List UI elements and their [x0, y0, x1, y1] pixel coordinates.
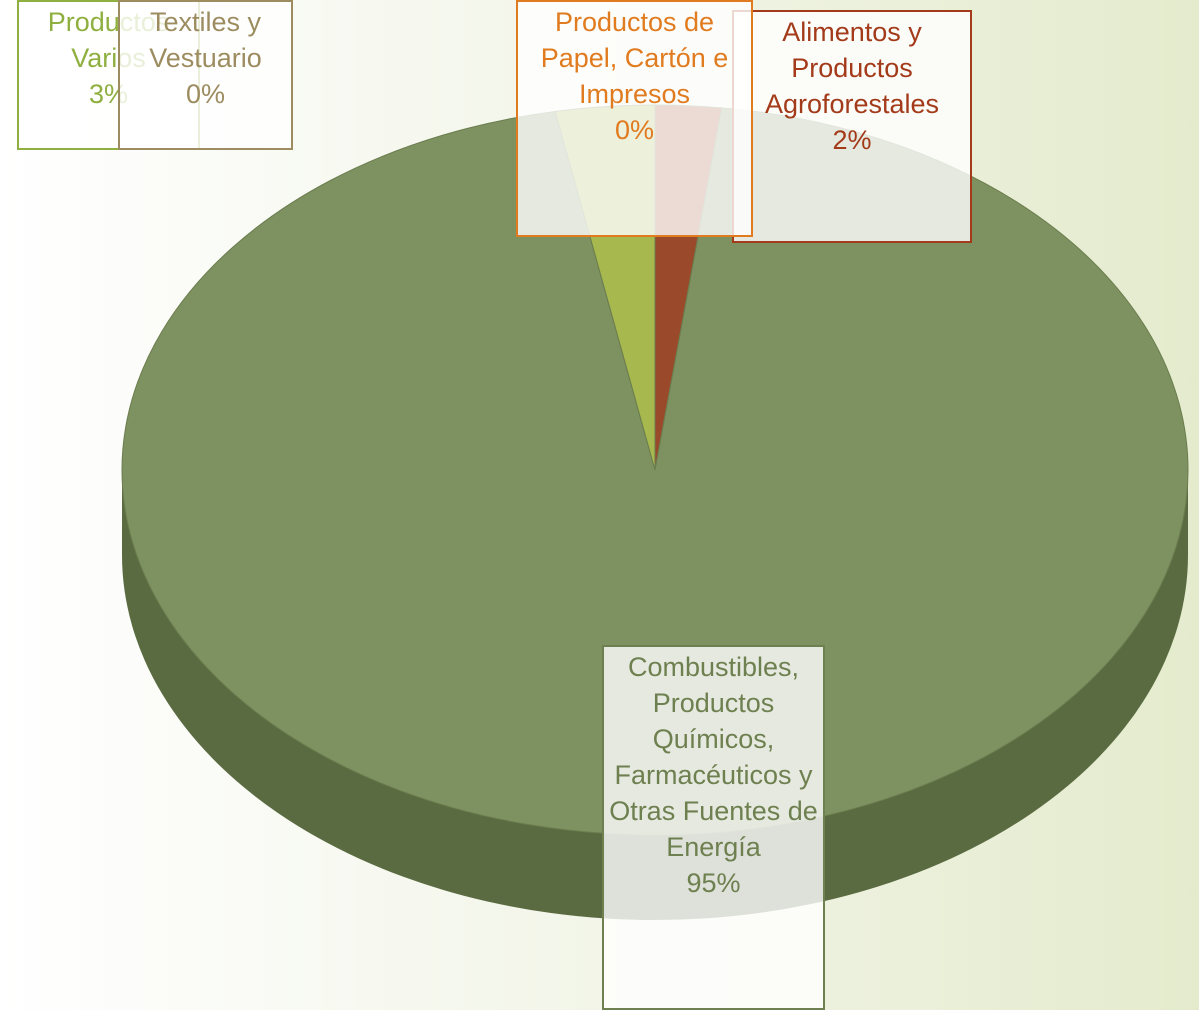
label-name: Alimentos y Productos Agroforestales	[764, 17, 940, 119]
data-label: Productos de Papel, Cartón e Impresos 0%	[516, 0, 753, 237]
data-label: Alimentos y Productos Agroforestales 2%	[732, 10, 972, 243]
label-name: Textiles y Vestuario	[149, 7, 262, 73]
label-value: 95%	[686, 868, 741, 898]
label-name: Productos de Papel, Cartón e Impresos	[540, 7, 729, 109]
label-value: 2%	[832, 125, 872, 155]
data-label: Textiles y Vestuario 0%	[118, 0, 293, 150]
label-value: 0%	[614, 115, 655, 145]
label-name: Combustibles, Productos Químicos, Farmac…	[609, 652, 818, 862]
data-label: Combustibles, Productos Químicos, Farmac…	[602, 645, 825, 1010]
label-value: 0%	[185, 79, 226, 109]
